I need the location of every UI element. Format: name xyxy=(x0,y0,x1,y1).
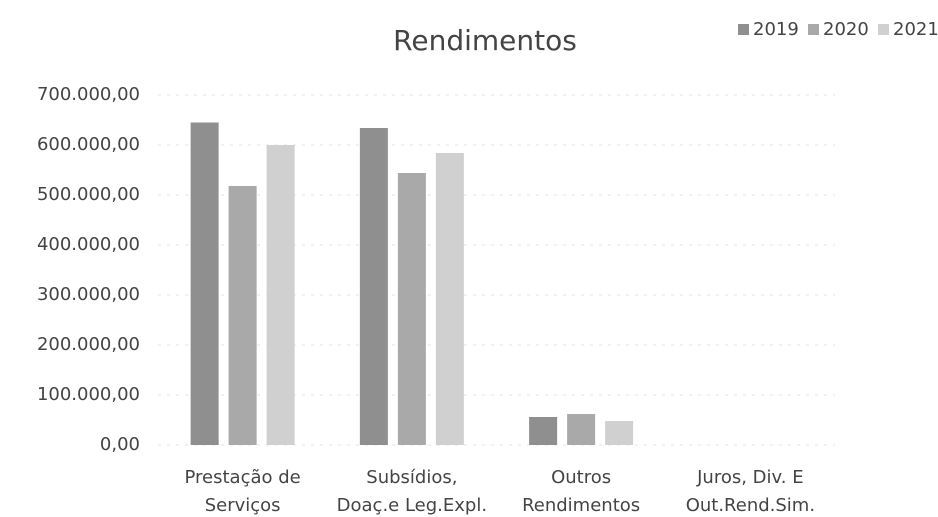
x-tick-label-line: Serviços xyxy=(205,495,281,516)
x-tick-label: Outros Rendimentos xyxy=(522,467,640,516)
bar xyxy=(397,173,426,445)
bar xyxy=(359,128,388,445)
y-tick-label: 300.000,00 xyxy=(37,284,140,305)
legend-swatch xyxy=(808,24,819,35)
y-tick-label: 400.000,00 xyxy=(37,234,140,255)
y-tick-label: 200.000,00 xyxy=(37,334,140,355)
legend-swatch xyxy=(738,24,749,35)
x-tick-label-line: Prestação de xyxy=(185,467,301,488)
bar xyxy=(605,421,634,445)
bar xyxy=(266,145,295,445)
y-tick-label: 500.000,00 xyxy=(37,184,140,205)
bar xyxy=(529,417,558,445)
legend-label: 2019 xyxy=(753,19,799,40)
y-tick-label: 0,00 xyxy=(100,434,140,455)
bar xyxy=(435,153,464,445)
x-tick-label: Prestação de Serviços xyxy=(185,467,301,516)
x-tick-label: Juros, Div. E Out.Rend.Sim. xyxy=(686,467,815,516)
legend-swatch xyxy=(878,24,889,35)
x-tick-label-line: Rendimentos xyxy=(522,495,640,516)
x-tick-label-line: Outros xyxy=(551,467,611,488)
x-tick-label: Subsídios, Doaç.e Leg.Expl. xyxy=(337,467,487,516)
bar xyxy=(190,122,219,445)
x-tick-label-line: Out.Rend.Sim. xyxy=(686,495,815,516)
y-tick-label: 700.000,00 xyxy=(37,84,140,105)
y-tick-label: 100.000,00 xyxy=(37,384,140,405)
chart-title: Rendimentos xyxy=(393,24,577,57)
legend-label: 2021 xyxy=(893,19,938,40)
bar xyxy=(567,414,596,445)
bar xyxy=(228,186,257,445)
legend-label: 2020 xyxy=(823,19,869,40)
x-tick-label-line: Doaç.e Leg.Expl. xyxy=(337,495,487,516)
x-tick-label-line: Subsídios, xyxy=(366,467,457,488)
x-tick-label-line: Juros, Div. E xyxy=(696,467,804,488)
y-tick-label: 600.000,00 xyxy=(37,134,140,155)
